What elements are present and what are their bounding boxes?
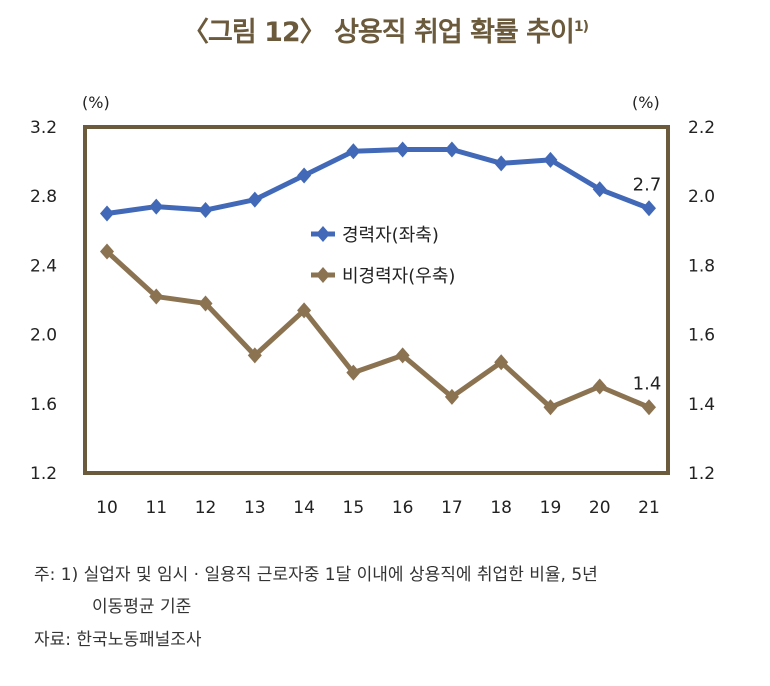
data-point-marker <box>297 302 312 319</box>
data-point-marker <box>494 354 509 371</box>
data-point-marker <box>198 295 213 312</box>
data-point-marker <box>100 243 114 260</box>
data-point-marker <box>395 141 410 158</box>
data-point-marker <box>149 288 164 305</box>
right-axis-unit: (%) <box>632 93 660 112</box>
series-line-2 <box>105 249 650 410</box>
right-axis-tick-label: 2.0 <box>688 187 715 207</box>
data-point-marker <box>543 151 558 168</box>
legend-marker-icon <box>316 267 330 283</box>
data-point-marker <box>395 347 410 364</box>
left-axis-tick-label: 2.4 <box>30 256 57 276</box>
x-axis-tick-label: 13 <box>244 498 266 518</box>
data-point-marker <box>592 378 607 395</box>
series-line-1 <box>106 146 650 216</box>
data-point-marker <box>346 143 361 160</box>
title-footnote-mark: 1) <box>573 19 589 35</box>
data-point-marker <box>247 191 262 208</box>
right-axis-tick-label: 1.4 <box>688 395 715 415</box>
legend-marker-icon <box>316 226 330 242</box>
data-point-marker <box>346 364 361 381</box>
left-axis-tick-label: 2.8 <box>30 187 57 207</box>
x-axis-tick-label: 17 <box>441 498 463 518</box>
end-value-label: 2.7 <box>633 174 662 195</box>
left-axis-tick-label: 2.0 <box>30 326 57 346</box>
data-point-marker <box>642 399 656 416</box>
data-point-marker <box>543 399 558 416</box>
data-point-marker <box>642 200 656 217</box>
left-axis-tick-label: 1.2 <box>30 464 57 484</box>
x-axis-tick-label: 10 <box>96 498 118 518</box>
right-axis-tick-label: 1.6 <box>688 326 715 346</box>
chart-title: 〈그림 12〉 상용직 취업 확률 추이1) <box>0 10 770 49</box>
x-axis-tick-label: 12 <box>195 498 217 518</box>
note-line-2: 이동평균 기준 <box>92 597 192 617</box>
legend-label: 경력자(좌축) <box>342 225 439 246</box>
data-point-marker <box>198 202 213 219</box>
left-axis-tick-label: 1.6 <box>30 395 57 415</box>
plot-frame <box>83 125 670 475</box>
x-axis-tick-label: 16 <box>392 498 414 518</box>
data-point-marker <box>592 181 607 198</box>
right-axis-tick-label: 1.8 <box>688 256 715 276</box>
x-axis-tick-label: 21 <box>638 498 660 518</box>
data-point-marker <box>444 388 459 405</box>
source-note: 자료: 한국노동패널조사 <box>34 630 202 650</box>
right-axis-tick-label: 1.2 <box>688 464 715 484</box>
data-point-marker <box>494 155 509 172</box>
x-axis-tick-label: 20 <box>589 498 611 518</box>
title-text: 〈그림 12〉 상용직 취업 확률 추이 <box>182 17 575 48</box>
data-point-marker <box>247 347 262 364</box>
data-point-marker <box>444 141 459 158</box>
x-axis-tick-label: 15 <box>343 498 365 518</box>
data-point-marker <box>100 205 114 222</box>
left-axis-unit: (%) <box>82 93 110 112</box>
x-axis-tick-label: 11 <box>145 498 167 518</box>
x-axis-tick-label: 18 <box>490 498 512 518</box>
x-axis-tick-label: 19 <box>540 498 562 518</box>
data-point-marker <box>149 198 164 215</box>
x-axis-tick-label: 14 <box>293 498 315 518</box>
right-axis-tick-label: 2.2 <box>688 118 715 138</box>
legend-label: 비경력자(우축) <box>342 266 455 287</box>
data-point-marker <box>297 167 312 184</box>
end-value-label: 1.4 <box>633 373 662 394</box>
note-line-1: 주: 1) 실업자 및 임시 · 일용직 근로자중 1달 이내에 상용직에 취업… <box>34 565 598 585</box>
left-axis-tick-label: 3.2 <box>30 118 57 138</box>
